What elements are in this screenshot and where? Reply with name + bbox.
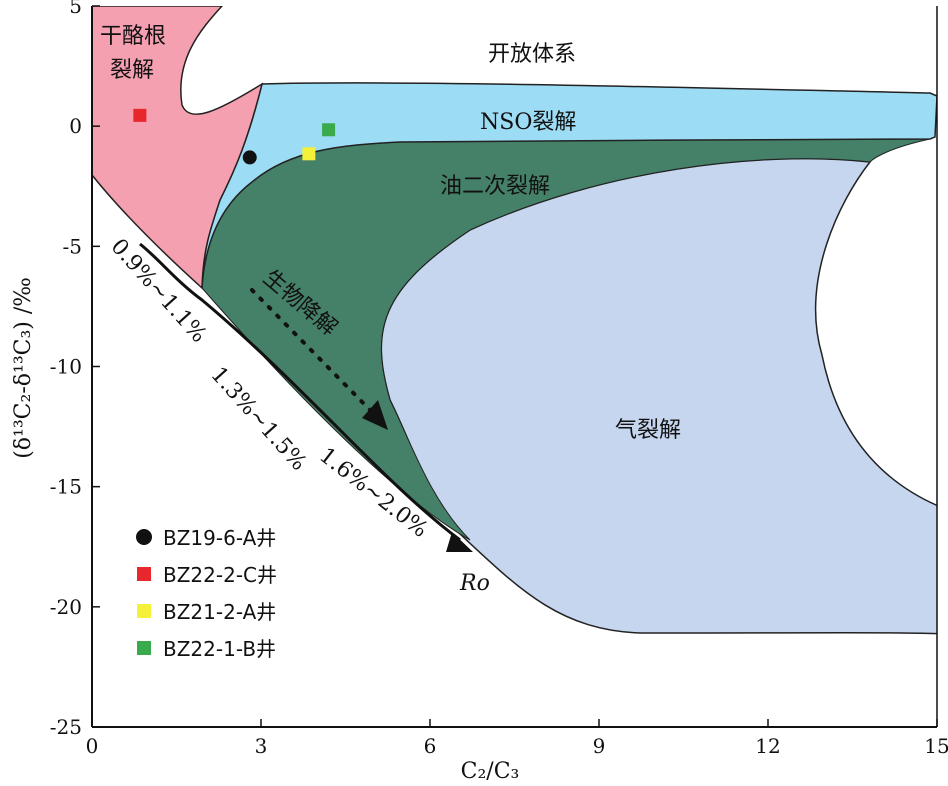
label-kerogen-line2: 裂解 <box>110 58 154 83</box>
label-open-system: 开放体系 <box>488 42 576 67</box>
y-tick-label: -25 <box>50 715 82 739</box>
label-oil-cracking: 油二次裂解 <box>440 174 550 199</box>
legend-label: BZ19-6-A井 <box>163 526 276 550</box>
biodegradation-arrow <box>250 288 374 414</box>
data-points <box>133 108 336 165</box>
x-tick-label: 9 <box>593 734 606 758</box>
legend-label: BZ21-2-A井 <box>163 600 276 624</box>
data-point <box>133 108 147 122</box>
y-tick-label: -10 <box>50 355 82 379</box>
y-tick-label: 5 <box>69 0 82 18</box>
y-tick-label: 0 <box>69 114 82 138</box>
data-point <box>242 150 257 165</box>
legend-marker <box>137 604 151 618</box>
x-ticks: 0 3 6 9 12 15 <box>86 719 948 758</box>
data-point <box>302 147 316 161</box>
legend-marker <box>137 641 151 655</box>
biodegradation-arrowhead <box>362 400 388 430</box>
x-tick-label: 6 <box>424 734 437 758</box>
legend-label: BZ22-2-C井 <box>163 563 277 587</box>
y-axis-title: (δ¹³C₂-δ¹³C₃) /‰ <box>11 277 36 459</box>
y-ticks: 5 0 -5 -10 -15 -20 -25 <box>50 0 100 739</box>
x-axis-title: C₂/C₃ <box>461 759 520 784</box>
y-tick-label: -5 <box>63 234 82 258</box>
x-tick-label: 12 <box>755 734 780 758</box>
legend-marker <box>136 529 152 545</box>
ro-arrowhead <box>446 532 473 552</box>
x-tick-label: 3 <box>255 734 268 758</box>
legend-label: BZ22-1-B井 <box>163 637 276 661</box>
x-tick-label: 15 <box>924 734 948 758</box>
ro-label: Ro <box>459 571 490 596</box>
data-point <box>322 123 336 137</box>
y-tick-label: -20 <box>50 595 82 619</box>
legend: BZ19-6-A井 BZ22-2-C井 BZ21-2-A井 BZ22-1-B井 <box>136 526 277 661</box>
label-gas-cracking: 气裂解 <box>615 418 681 443</box>
legend-marker <box>137 567 151 581</box>
ro-line <box>139 242 461 542</box>
x-tick-label: 0 <box>86 734 99 758</box>
label-kerogen-line1: 干酪根 <box>100 24 166 49</box>
label-nso: NSO裂解 <box>480 110 576 135</box>
y-tick-label: -15 <box>50 475 82 499</box>
region-kerogen <box>92 6 264 290</box>
